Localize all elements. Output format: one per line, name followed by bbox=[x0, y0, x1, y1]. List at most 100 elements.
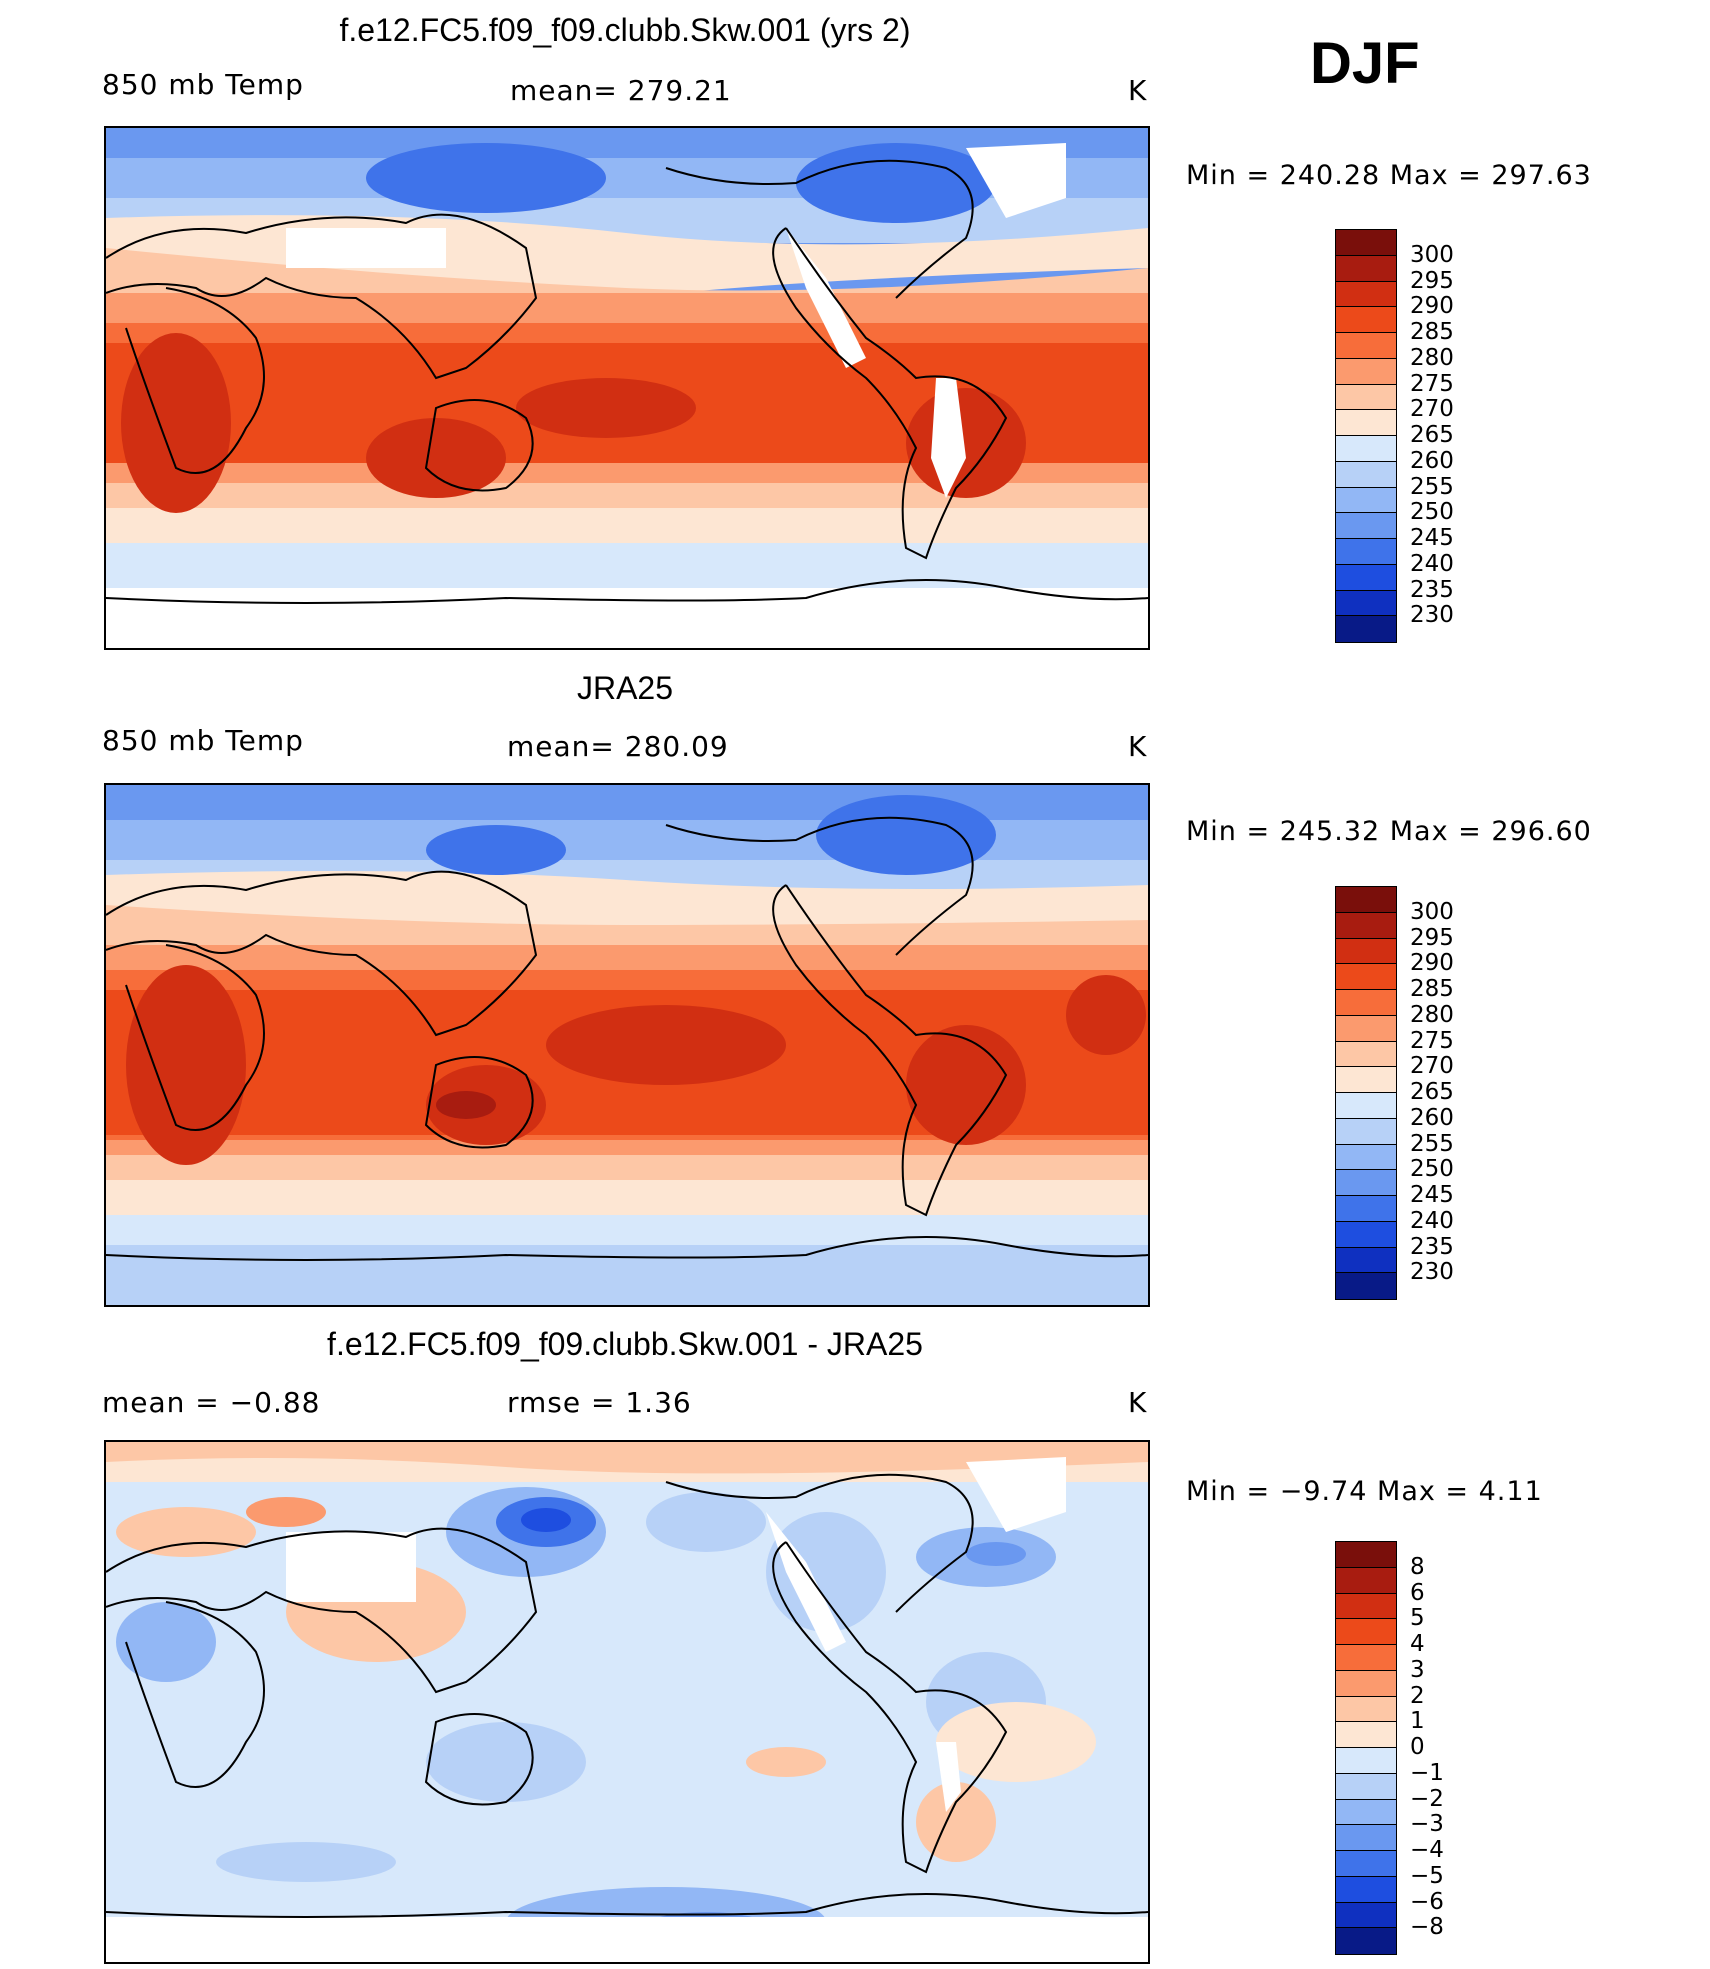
colorbar-box bbox=[1336, 1093, 1396, 1119]
colorbar-tick-label: 270 bbox=[1410, 1053, 1454, 1080]
panel3-rmse-label: rmse = 1.36 bbox=[507, 1386, 692, 1419]
panel1-variable-label: 850 mb Temp bbox=[102, 68, 304, 101]
panel2-map bbox=[104, 783, 1150, 1307]
colorbar-tick-label: 260 bbox=[1410, 447, 1454, 474]
colorbar-tick-label: 0 bbox=[1410, 1734, 1425, 1760]
colorbar-tick-label: 300 bbox=[1410, 241, 1454, 268]
panel3-map-field bbox=[106, 1442, 1148, 1962]
colorbar-tick-label: −2 bbox=[1410, 1785, 1444, 1812]
colorbar-tick-label: 250 bbox=[1410, 499, 1454, 526]
colorbar-box bbox=[1336, 1876, 1396, 1903]
colorbar-box bbox=[1336, 938, 1396, 965]
panel1-mean-label: mean= 279.21 bbox=[510, 74, 732, 107]
colorbar-box bbox=[1336, 1015, 1396, 1042]
colorbar-tick-label: −5 bbox=[1410, 1862, 1444, 1889]
colorbar-box bbox=[1336, 358, 1396, 385]
colorbar-box bbox=[1336, 590, 1396, 617]
colorbar-tick-label: 295 bbox=[1410, 924, 1454, 951]
colorbar-tick-label: 275 bbox=[1410, 1027, 1454, 1054]
colorbar-tick-label: 1 bbox=[1410, 1708, 1425, 1735]
colorbar-box bbox=[1336, 1928, 1396, 1954]
colorbar-box bbox=[1336, 1144, 1396, 1171]
panel1-colorbar bbox=[1335, 229, 1397, 643]
colorbar-box bbox=[1336, 255, 1396, 282]
colorbar-tick-label: 230 bbox=[1410, 1259, 1454, 1286]
colorbar-box bbox=[1336, 1670, 1396, 1697]
colorbar-tick-label: −1 bbox=[1410, 1759, 1444, 1786]
colorbar-box bbox=[1336, 461, 1396, 488]
colorbar-tick-label: −8 bbox=[1410, 1914, 1444, 1941]
colorbar-tick-label: 300 bbox=[1410, 898, 1454, 925]
colorbar-box bbox=[1336, 410, 1396, 436]
colorbar-box bbox=[1336, 1619, 1396, 1645]
colorbar-box bbox=[1336, 539, 1396, 565]
colorbar-box bbox=[1336, 1170, 1396, 1196]
colorbar-tick-label: 5 bbox=[1410, 1605, 1425, 1632]
colorbar-tick-label: −4 bbox=[1410, 1837, 1444, 1863]
panel1-minmax: Min = 240.28 Max = 297.63 bbox=[1186, 160, 1592, 191]
colorbar-box bbox=[1336, 333, 1396, 359]
colorbar-tick-label: −3 bbox=[1410, 1811, 1444, 1838]
panel3-unit-label: K bbox=[1128, 1386, 1148, 1419]
colorbar-box bbox=[1336, 307, 1396, 333]
colorbar-tick-label: 295 bbox=[1410, 267, 1454, 294]
colorbar-box bbox=[1336, 281, 1396, 308]
colorbar-tick-label: 235 bbox=[1410, 1233, 1454, 1260]
colorbar-box bbox=[1336, 1902, 1396, 1929]
panel3-minmax: Min = −9.74 Max = 4.11 bbox=[1186, 1476, 1543, 1507]
panel2-colorbar bbox=[1335, 886, 1397, 1300]
colorbar-box bbox=[1336, 1799, 1396, 1826]
colorbar-box bbox=[1336, 1851, 1396, 1877]
colorbar-tick-label: 285 bbox=[1410, 319, 1454, 345]
colorbar-box bbox=[1336, 1273, 1396, 1299]
colorbar-box bbox=[1336, 384, 1396, 411]
panel3-title: f.e12.FC5.f09_f09.clubb.Skw.001 - JRA25 bbox=[327, 1326, 923, 1362]
colorbar-tick-label: 250 bbox=[1410, 1156, 1454, 1183]
colorbar-tick-label: 245 bbox=[1410, 1182, 1454, 1208]
colorbar-box bbox=[1336, 1542, 1396, 1568]
colorbar-box bbox=[1336, 1067, 1396, 1093]
colorbar-tick-label: 2 bbox=[1410, 1682, 1425, 1709]
colorbar-box bbox=[1336, 887, 1396, 913]
colorbar-box bbox=[1336, 1722, 1396, 1748]
colorbar-tick-label: 8 bbox=[1410, 1553, 1425, 1580]
colorbar-tick-label: 240 bbox=[1410, 1207, 1454, 1234]
colorbar-tick-label: 285 bbox=[1410, 976, 1454, 1002]
panel2-variable-label: 850 mb Temp bbox=[102, 724, 304, 757]
panel2-mean-label: mean= 280.09 bbox=[507, 730, 729, 763]
colorbar-tick-label: −6 bbox=[1410, 1888, 1444, 1915]
colorbar-tick-label: 290 bbox=[1410, 950, 1454, 977]
colorbar-tick-label: 280 bbox=[1410, 1001, 1454, 1028]
panel2-title: JRA25 bbox=[576, 670, 674, 706]
colorbar-box bbox=[1336, 1041, 1396, 1068]
colorbar-tick-label: 6 bbox=[1410, 1579, 1425, 1606]
colorbar-box bbox=[1336, 1567, 1396, 1594]
colorbar-box bbox=[1336, 1645, 1396, 1671]
panel1-map-field bbox=[106, 128, 1148, 648]
colorbar-box bbox=[1336, 616, 1396, 642]
colorbar-box bbox=[1336, 1773, 1396, 1800]
colorbar-box bbox=[1336, 1748, 1396, 1774]
colorbar-tick-label: 235 bbox=[1410, 576, 1454, 603]
panel3-colorbar bbox=[1335, 1541, 1397, 1955]
colorbar-tick-label: 265 bbox=[1410, 422, 1454, 448]
colorbar-box bbox=[1336, 990, 1396, 1016]
colorbar-tick-label: 230 bbox=[1410, 602, 1454, 629]
colorbar-box bbox=[1336, 487, 1396, 514]
colorbar-tick-label: 275 bbox=[1410, 370, 1454, 397]
panel1-unit-label: K bbox=[1128, 74, 1148, 107]
colorbar-box bbox=[1336, 513, 1396, 539]
panel1-title: f.e12.FC5.f09_f09.clubb.Skw.001 (yrs 2) bbox=[339, 12, 911, 48]
colorbar-box bbox=[1336, 1593, 1396, 1620]
colorbar-tick-label: 270 bbox=[1410, 396, 1454, 423]
panel3-mean-label: mean = −0.88 bbox=[102, 1386, 321, 1419]
colorbar-box bbox=[1336, 1196, 1396, 1222]
colorbar-tick-label: 290 bbox=[1410, 293, 1454, 320]
panel1-map bbox=[104, 126, 1150, 650]
panel3-map bbox=[104, 1440, 1150, 1964]
colorbar-tick-label: 4 bbox=[1410, 1631, 1425, 1657]
panel2-unit-label: K bbox=[1128, 730, 1148, 763]
colorbar-box bbox=[1336, 964, 1396, 990]
colorbar-tick-label: 255 bbox=[1410, 473, 1454, 500]
colorbar-tick-label: 265 bbox=[1410, 1079, 1454, 1105]
